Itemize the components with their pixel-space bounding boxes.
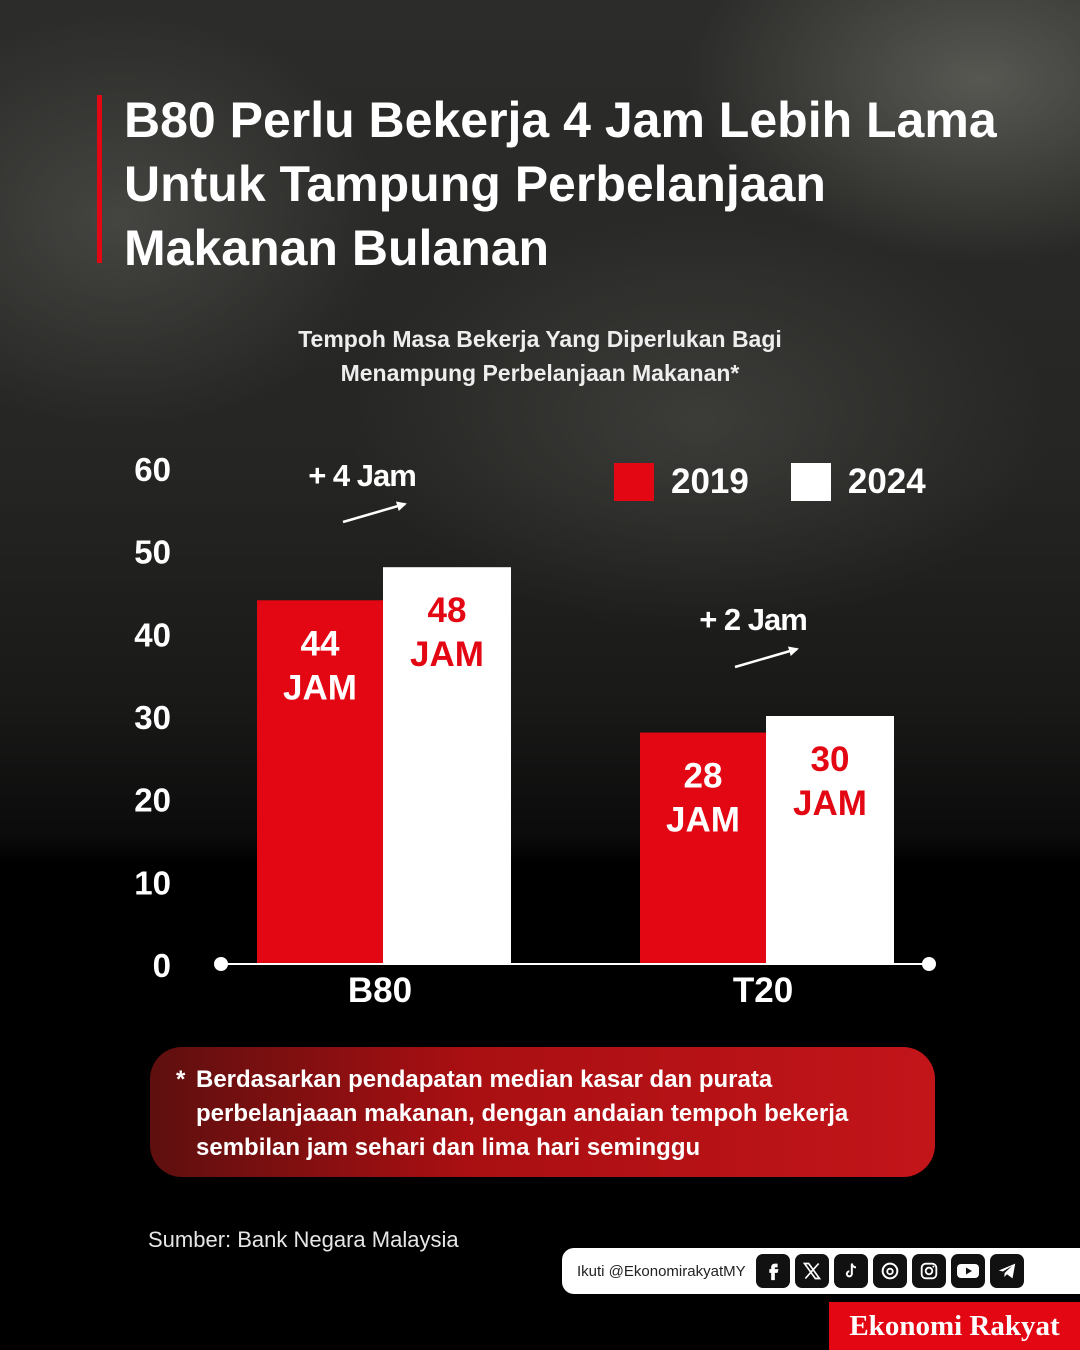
change-arrow	[342, 501, 407, 524]
bar-2019-T20	[640, 732, 766, 964]
chart-subtitle-line-2: Menampung Perbelanjaan Makanan*	[340, 360, 740, 386]
y-tick-label: 50	[134, 534, 171, 571]
change-annotation: + 2 Jam	[699, 602, 807, 637]
bar-value-label: 28	[684, 757, 723, 796]
legend-label-2024: 2024	[847, 462, 926, 501]
bar-unit-label: JAM	[793, 784, 867, 823]
instagram-icon[interactable]	[911, 1254, 946, 1288]
y-tick-label: 0	[153, 947, 171, 984]
x-axis-end-dot	[922, 957, 936, 971]
follow-text: Ikuti @EkonomirakyatMY	[577, 1262, 746, 1280]
tiktok-icon[interactable]	[833, 1254, 868, 1288]
legend-swatch-2024	[790, 463, 831, 501]
legend-label-2019: 2019	[671, 462, 749, 501]
footnote-marker: *	[176, 1066, 186, 1093]
title-accent-bar	[97, 95, 102, 263]
bar-unit-label: JAM	[410, 635, 484, 674]
facebook-icon[interactable]	[755, 1254, 790, 1288]
bar-2024-T20	[766, 716, 894, 964]
bar-unit-label: JAM	[283, 668, 357, 707]
youtube-icon[interactable]	[950, 1254, 985, 1288]
change-arrow	[734, 646, 799, 669]
chart-subtitle: Tempoh Masa Bekerja Yang Diperlukan Bagi…	[140, 322, 940, 390]
footnote-text: Berdasarkan pendapatan median kasar dan …	[196, 1066, 849, 1161]
bar-2024-B80	[383, 567, 511, 964]
bar-unit-label: JAM	[666, 801, 740, 840]
bar-value-label: 44	[301, 624, 340, 663]
change-annotation: + 4 Jam	[308, 458, 416, 493]
chart-legend: 2019 2024	[614, 462, 968, 502]
threads-icon[interactable]	[872, 1254, 907, 1288]
social-follow-bar: Ikuti @EkonomirakyatMY	[562, 1248, 1080, 1294]
telegram-icon[interactable]	[989, 1254, 1024, 1288]
brand-logo: Ekonomi Rakyat	[829, 1302, 1080, 1350]
bar-chart: 0 10 20 30 40 50 60 44 JAM 48 JAM 28 JAM 30 JAM B80 T2…	[134, 451, 936, 1010]
x-icon[interactable]	[794, 1254, 829, 1288]
footnote-box: * Berdasarkan pendapatan median kasar da…	[150, 1047, 935, 1177]
y-tick-label: 30	[134, 699, 171, 736]
legend-swatch-2019	[614, 463, 654, 501]
y-tick-label: 40	[134, 616, 171, 653]
x-category-label: B80	[348, 971, 412, 1010]
y-tick-label: 20	[134, 782, 171, 819]
source-credit: Sumber: Bank Negara Malaysia	[148, 1227, 459, 1252]
chart-subtitle-line-1: Tempoh Masa Bekerja Yang Diperlukan Bagi	[298, 326, 782, 352]
x-category-label: T20	[733, 971, 793, 1010]
bar-2019-B80	[257, 600, 383, 964]
x-axis-start-dot	[214, 957, 228, 971]
bar-value-label: 30	[811, 740, 850, 779]
bar-value-label: 48	[428, 591, 467, 630]
page-title: B80 Perlu Bekerja 4 Jam Lebih Lama Untuk…	[124, 92, 997, 276]
y-tick-label: 10	[134, 864, 171, 901]
y-tick-label: 60	[134, 451, 171, 488]
